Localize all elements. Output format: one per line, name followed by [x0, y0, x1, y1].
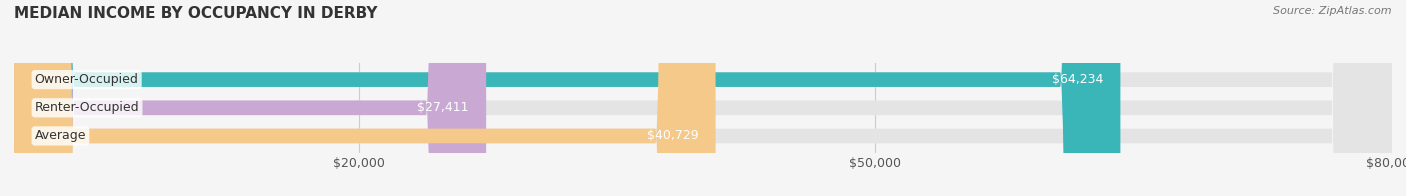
Text: Average: Average	[35, 130, 86, 142]
Text: $40,729: $40,729	[647, 130, 699, 142]
Text: Source: ZipAtlas.com: Source: ZipAtlas.com	[1274, 6, 1392, 16]
FancyBboxPatch shape	[14, 0, 486, 196]
FancyBboxPatch shape	[14, 0, 1392, 196]
FancyBboxPatch shape	[14, 0, 716, 196]
FancyBboxPatch shape	[14, 0, 1392, 196]
Text: $64,234: $64,234	[1052, 73, 1104, 86]
Text: $27,411: $27,411	[418, 101, 470, 114]
Text: Renter-Occupied: Renter-Occupied	[35, 101, 139, 114]
FancyBboxPatch shape	[14, 0, 1392, 196]
Text: Owner-Occupied: Owner-Occupied	[35, 73, 139, 86]
FancyBboxPatch shape	[14, 0, 1121, 196]
Text: MEDIAN INCOME BY OCCUPANCY IN DERBY: MEDIAN INCOME BY OCCUPANCY IN DERBY	[14, 6, 378, 21]
